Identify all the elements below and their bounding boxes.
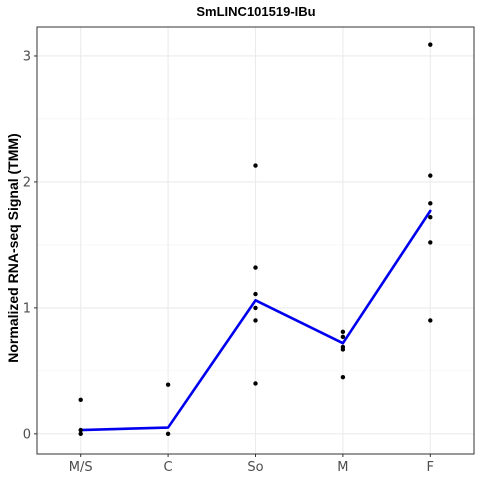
data-point — [165, 431, 171, 437]
x-tick-label: M/S — [69, 460, 93, 475]
x-tick-label: C — [164, 460, 173, 475]
data-point — [340, 329, 346, 335]
y-tick-label: 1 — [23, 301, 31, 316]
y-tick-label: 2 — [23, 175, 31, 190]
grid — [37, 27, 474, 454]
data-point — [428, 173, 433, 178]
data-point — [253, 265, 258, 270]
data-point — [428, 42, 433, 47]
y-axis-label: Normalized RNA-seq Signal (TMM) — [5, 133, 21, 362]
x-tick-label: M — [337, 460, 348, 475]
y-tick-label: 3 — [23, 49, 31, 64]
series-line-layer — [79, 209, 432, 432]
data-point — [253, 381, 258, 386]
data-point — [165, 382, 171, 387]
data-point — [78, 427, 83, 433]
data-point — [78, 397, 83, 403]
chart-title: SmLINC101519-IBu — [196, 4, 315, 19]
data-point — [428, 240, 433, 245]
y-tick-label: 0 — [23, 427, 31, 442]
data-point — [340, 374, 346, 380]
mean-line — [79, 209, 432, 432]
data-point — [340, 334, 346, 340]
series-points-layer — [78, 42, 433, 437]
axes: 0 1 2 3 M/S C So M F — [23, 26, 475, 475]
data-point — [428, 214, 433, 220]
data-point — [428, 201, 433, 206]
x-tick-label: F — [427, 460, 434, 475]
data-point — [78, 431, 83, 437]
data-point — [253, 305, 258, 311]
x-tick-label: So — [247, 460, 263, 475]
data-point — [428, 318, 433, 323]
data-point — [253, 318, 258, 323]
data-point — [253, 291, 258, 297]
data-point — [340, 347, 346, 352]
data-point — [253, 163, 258, 168]
